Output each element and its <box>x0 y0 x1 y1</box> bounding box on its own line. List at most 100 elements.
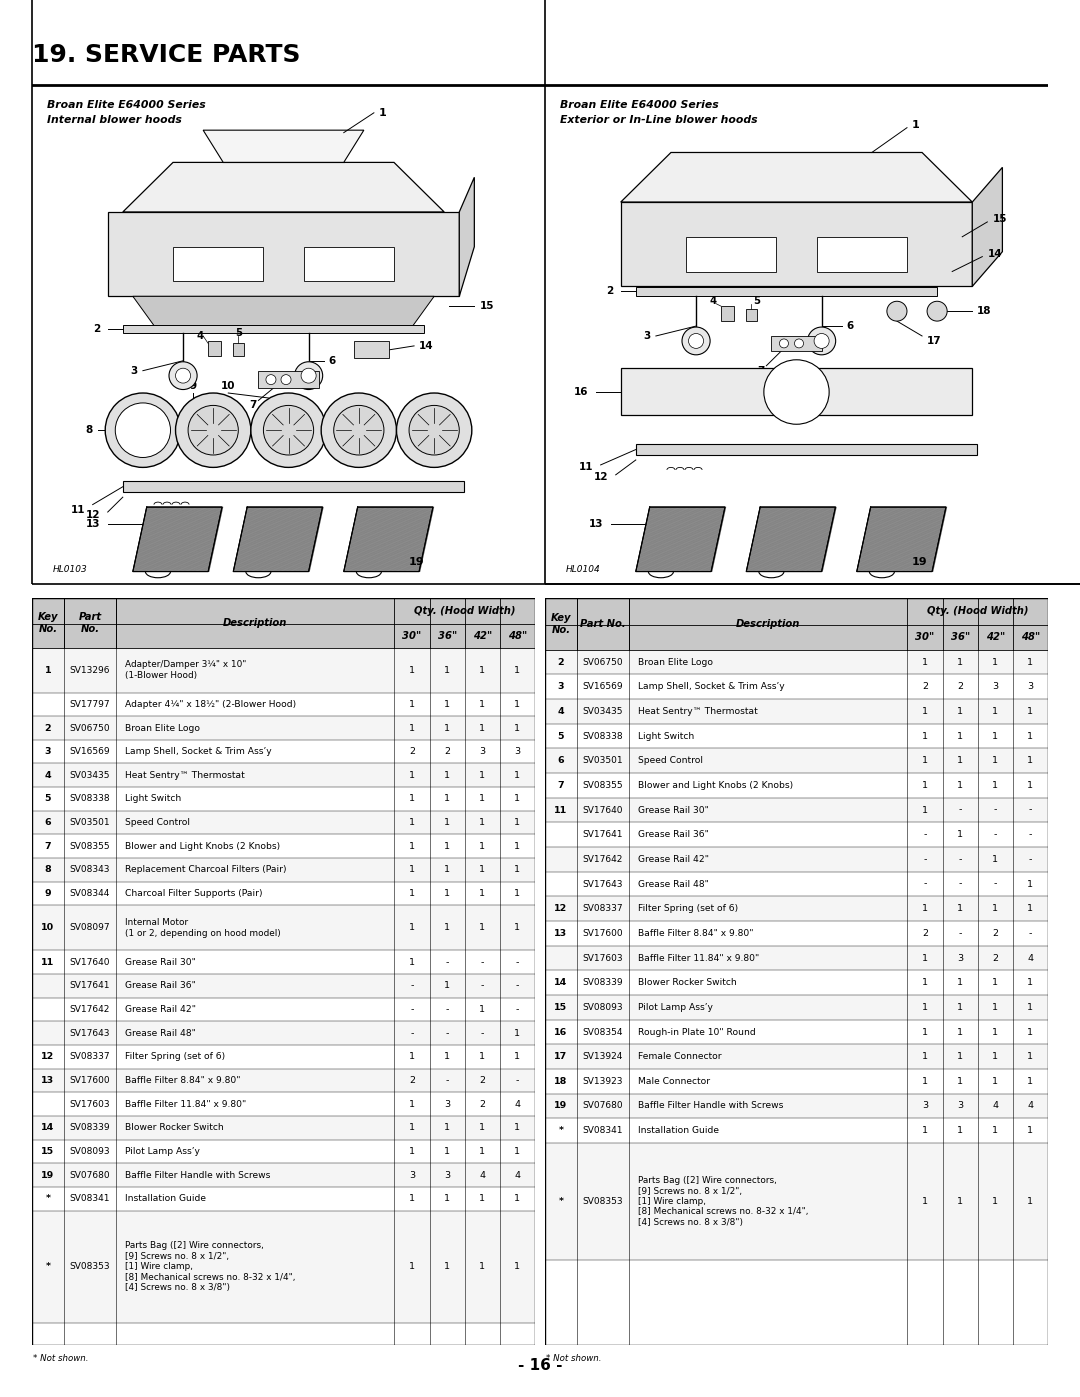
Text: Internal blower hoods: Internal blower hoods <box>48 116 183 126</box>
Text: 1: 1 <box>444 1263 450 1271</box>
Bar <box>258 370 319 388</box>
Text: Baffle Filter 11.84" x 9.80": Baffle Filter 11.84" x 9.80" <box>125 1099 246 1109</box>
Bar <box>32 764 535 787</box>
Text: SV17642: SV17642 <box>70 1004 110 1014</box>
Circle shape <box>281 374 291 384</box>
Text: 1: 1 <box>444 923 450 932</box>
Text: Broan Elite E64000 Series: Broan Elite E64000 Series <box>561 101 719 110</box>
Text: - 16 -: - 16 - <box>517 1358 563 1373</box>
Text: Grease Rail 30": Grease Rail 30" <box>638 806 708 814</box>
Text: 1: 1 <box>514 842 521 851</box>
Text: 19: 19 <box>554 1101 568 1111</box>
Text: 17: 17 <box>554 1052 568 1062</box>
Text: 1: 1 <box>514 888 521 898</box>
Circle shape <box>780 339 788 348</box>
Text: -: - <box>1028 929 1032 937</box>
Text: SV06750: SV06750 <box>69 724 110 732</box>
Text: *: * <box>45 1263 51 1271</box>
Text: SV08338: SV08338 <box>69 795 110 803</box>
Text: 1: 1 <box>993 781 998 789</box>
Circle shape <box>681 327 711 355</box>
Text: SV08338: SV08338 <box>582 732 623 740</box>
Bar <box>32 1021 535 1045</box>
Text: Baffle Filter 8.84" x 9.80": Baffle Filter 8.84" x 9.80" <box>638 929 754 937</box>
Text: 1: 1 <box>480 865 485 875</box>
Bar <box>721 306 733 321</box>
Bar <box>32 858 535 882</box>
Text: 1: 1 <box>444 842 450 851</box>
Text: SV08097: SV08097 <box>69 923 110 932</box>
Text: 1: 1 <box>922 1197 928 1206</box>
Text: -: - <box>515 981 519 990</box>
Bar <box>32 787 535 810</box>
Text: 1: 1 <box>1027 880 1034 888</box>
Text: SV08093: SV08093 <box>69 1147 110 1155</box>
Text: 6: 6 <box>44 819 51 827</box>
Circle shape <box>301 369 316 383</box>
Text: Speed Control: Speed Control <box>125 819 190 827</box>
Text: Replacement Charcoal Filters (Pair): Replacement Charcoal Filters (Pair) <box>125 865 286 875</box>
Text: Internal Motor
(1 or 2, depending on hood model): Internal Motor (1 or 2, depending on hoo… <box>125 918 281 937</box>
Text: SV08093: SV08093 <box>582 1003 623 1011</box>
Text: 1: 1 <box>480 1147 485 1155</box>
Text: 1: 1 <box>922 707 928 715</box>
Polygon shape <box>856 507 946 571</box>
Text: 1: 1 <box>514 1123 521 1132</box>
Text: 1: 1 <box>957 1126 963 1136</box>
Bar <box>545 971 1048 995</box>
Bar <box>32 974 535 997</box>
Text: 1: 1 <box>444 1052 450 1062</box>
Polygon shape <box>636 507 725 571</box>
Text: Filter Spring (set of 6): Filter Spring (set of 6) <box>638 904 738 914</box>
Text: 3: 3 <box>957 954 963 963</box>
Text: 4: 4 <box>480 1171 485 1179</box>
Text: 5: 5 <box>557 732 564 740</box>
Bar <box>32 997 535 1021</box>
Circle shape <box>116 402 171 457</box>
Bar <box>32 905 535 950</box>
Text: 3: 3 <box>444 1099 450 1109</box>
Text: -: - <box>481 958 484 967</box>
Bar <box>545 1020 1048 1045</box>
Text: 10: 10 <box>221 380 235 391</box>
Text: 16: 16 <box>573 387 589 397</box>
Text: Blower Rocker Switch: Blower Rocker Switch <box>125 1123 224 1132</box>
Text: -: - <box>410 981 414 990</box>
Text: 42": 42" <box>473 631 492 641</box>
Bar <box>32 717 535 740</box>
Text: -: - <box>994 806 997 814</box>
Text: 5: 5 <box>753 296 760 306</box>
Text: 2: 2 <box>922 682 928 692</box>
Circle shape <box>266 374 276 384</box>
Text: 48": 48" <box>508 631 527 641</box>
Text: 1: 1 <box>409 700 415 708</box>
Text: 1: 1 <box>444 1123 450 1132</box>
Text: Grease Rail 42": Grease Rail 42" <box>638 855 708 863</box>
Polygon shape <box>343 507 433 571</box>
Text: 2: 2 <box>480 1076 485 1085</box>
Text: 1: 1 <box>993 978 998 988</box>
Text: 1: 1 <box>480 1052 485 1062</box>
Text: 1: 1 <box>409 1194 415 1203</box>
Text: HL0104: HL0104 <box>566 564 600 574</box>
Text: SV08341: SV08341 <box>582 1126 623 1136</box>
Bar <box>545 698 1048 724</box>
Circle shape <box>409 405 459 455</box>
Text: -: - <box>515 1076 519 1085</box>
Text: 5: 5 <box>44 795 51 803</box>
Circle shape <box>264 405 313 455</box>
Text: Adapter/Damper 3¼" x 10"
(1-Blower Hood): Adapter/Damper 3¼" x 10" (1-Blower Hood) <box>125 661 246 680</box>
Text: 1: 1 <box>409 1147 415 1155</box>
Text: 11: 11 <box>579 462 593 472</box>
Text: 1: 1 <box>993 1126 998 1136</box>
Circle shape <box>927 302 947 321</box>
Bar <box>545 798 1048 823</box>
Polygon shape <box>203 130 364 162</box>
Text: Baffle Filter 8.84" x 9.80": Baffle Filter 8.84" x 9.80" <box>125 1076 241 1085</box>
Text: SV08341: SV08341 <box>69 1194 110 1203</box>
Text: Parts Bag ([2] Wire connectors,
[9] Screws no. 8 x 1/2",
[1] Wire clamp,
[8] Mec: Parts Bag ([2] Wire connectors, [9] Scre… <box>125 1242 296 1292</box>
Polygon shape <box>746 507 836 571</box>
Text: 1: 1 <box>409 923 415 932</box>
Text: 1: 1 <box>480 795 485 803</box>
Text: Blower and Light Knobs (2 Knobs): Blower and Light Knobs (2 Knobs) <box>638 781 793 789</box>
